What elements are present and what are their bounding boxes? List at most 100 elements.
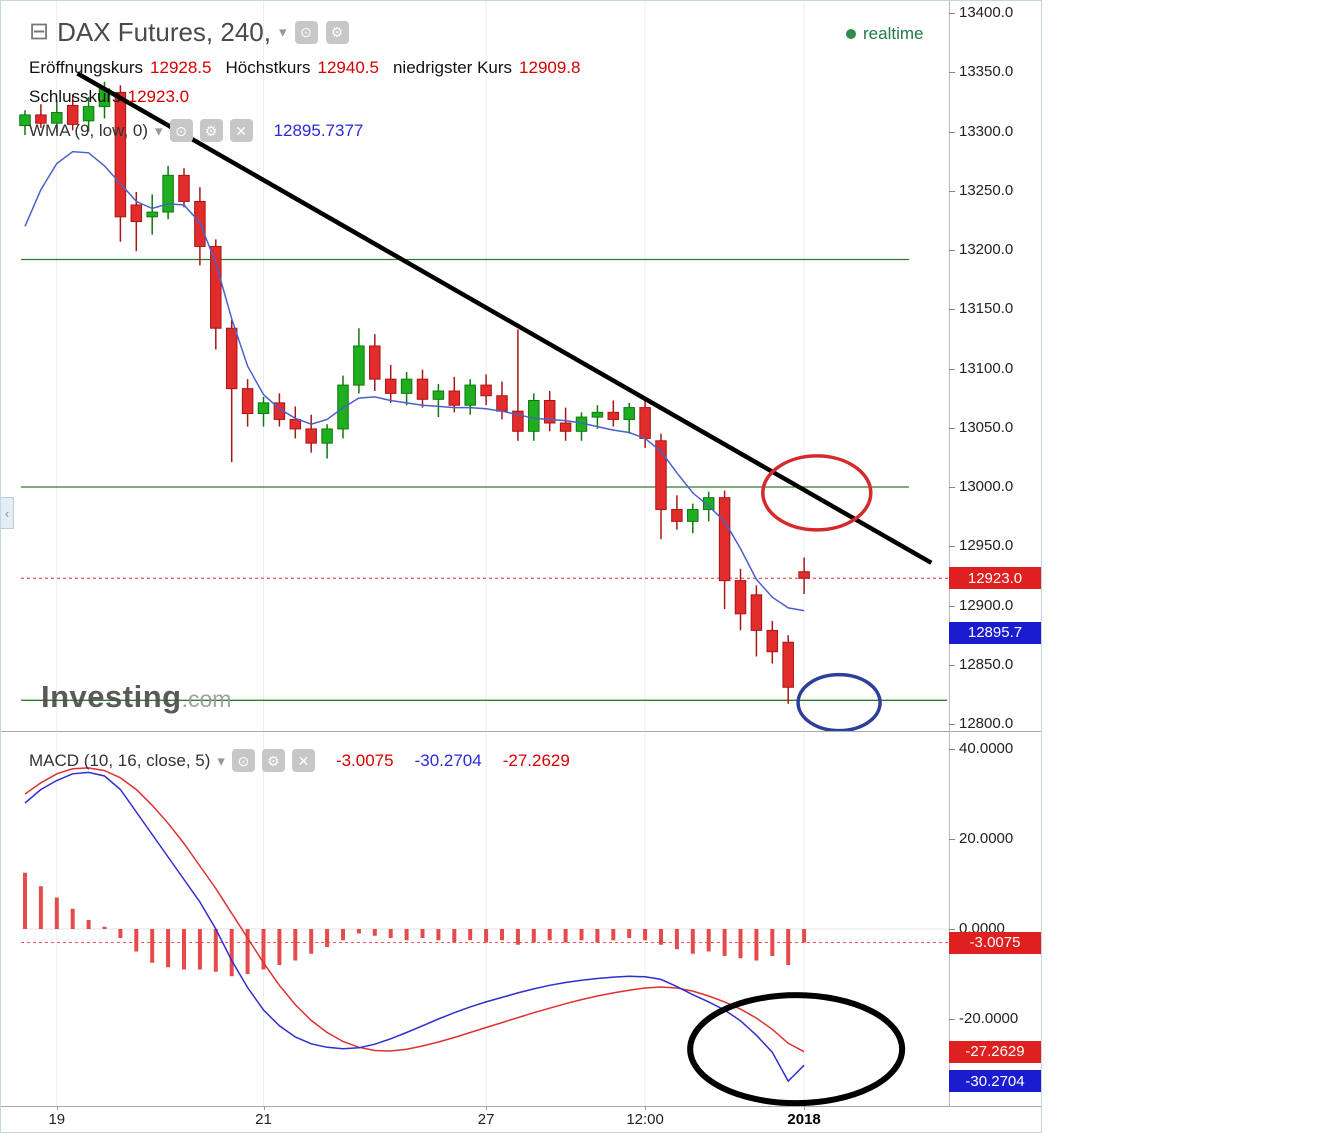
macd-visibility-toggle-icon[interactable]: ⊙ [231, 749, 255, 772]
candle-body [400, 378, 413, 394]
candle-body [702, 497, 715, 511]
macd-histogram-bar [182, 929, 186, 970]
candle-body [114, 91, 127, 218]
candle-body [416, 378, 429, 400]
macd-histogram-bar [595, 929, 600, 943]
macd-axis-label: 20.0000 [959, 830, 1014, 847]
macd-histogram-bar [372, 929, 377, 936]
chart-frame: 13400.0 13350.0 13300.0 13250.0 13200.0 13150… [0, 0, 1042, 1133]
macd-histogram-bar [86, 920, 91, 929]
sidebar-collapse-handle[interactable]: ‹ [1, 497, 14, 529]
macd-histogram-bar [309, 929, 314, 954]
price-badge: 12895.7 [949, 621, 1041, 644]
macd-line [24, 771, 805, 1083]
macd-indicator-chart[interactable] [1, 733, 949, 1106]
wma-remove-icon[interactable]: ✕ [229, 119, 253, 142]
candle-body [353, 345, 365, 386]
watermark-suffix: .com [181, 686, 232, 712]
candle-body [687, 509, 699, 522]
macd-histogram-bar [706, 929, 711, 952]
annotation-ellipse [796, 672, 882, 731]
wma-label[interactable]: WMA (9, low, 0) [29, 120, 149, 140]
macd-histogram-bar [134, 929, 139, 952]
pane-separator[interactable] [1, 731, 1041, 732]
chevron-down-icon[interactable]: ▾ [279, 24, 287, 41]
price-axis-label: 13150.0 [959, 300, 1014, 318]
macd-histogram-bar [452, 929, 457, 943]
macd-header: MACD (10, 16, close, 5) ▾ ⊙ ⚙ ✕ -3.0075 … [29, 749, 570, 772]
macd-axis-label: 0.0000 [959, 920, 1005, 937]
price-axis-label: 13200.0 [959, 241, 1014, 258]
macd-histogram-bar [770, 929, 775, 956]
macd-axis-label: 40.0000 [959, 740, 1014, 757]
macd-remove-icon[interactable]: ✕ [291, 749, 315, 772]
macd-histogram-bar [515, 929, 520, 945]
macd-histogram-bar [690, 929, 695, 954]
macd-badge: -30.2704 [949, 1070, 1041, 1093]
chart-title[interactable]: DAX Futures, 240, [57, 16, 271, 47]
macd-line-value: -30.2704 [414, 750, 482, 770]
candle-body [623, 407, 635, 420]
realtime-dot-icon [846, 29, 856, 39]
candle-body [289, 418, 302, 430]
candle-body [321, 428, 333, 444]
price-axis-label: 13050.0 [959, 418, 1014, 436]
wma-visibility-toggle-icon[interactable]: ⊙ [169, 119, 193, 142]
main-price-chart[interactable] [1, 1, 949, 731]
macd-histogram-bar [404, 929, 409, 941]
wma-settings-gear-icon[interactable]: ⚙ [199, 119, 223, 142]
macd-histogram-bar [531, 929, 536, 943]
close-value: 12923.0 [127, 87, 190, 106]
macd-histogram-bar [229, 929, 234, 977]
macd-histogram-bar [468, 929, 473, 941]
chart-header: ⊟ DAX Futures, 240, ▾ ⊙ ⚙ Eröffnungskurs… [29, 15, 594, 142]
wma-chevron-down-icon[interactable]: ▾ [155, 122, 163, 140]
candle-body [543, 399, 556, 424]
macd-histogram-bar [563, 929, 568, 943]
candle-body [241, 388, 254, 415]
low-value: 12909.8 [519, 58, 581, 77]
time-axis-separator [1, 1106, 1041, 1107]
macd-settings-gear-icon[interactable]: ⚙ [261, 749, 285, 772]
macd-histogram-bar [579, 929, 584, 941]
time-axis-label: 19 [48, 1111, 66, 1128]
annotation-ellipse [761, 454, 873, 532]
settings-gear-icon[interactable]: ⚙ [325, 20, 349, 44]
macd-signal-value: -27.2629 [502, 750, 570, 770]
macd-histogram-bar [436, 929, 441, 941]
candle-body [432, 390, 445, 400]
macd-histogram-bar [738, 929, 743, 959]
macd-chevron-down-icon[interactable]: ▾ [217, 752, 225, 770]
macd-signal-line [24, 767, 805, 1053]
candle-body [607, 411, 620, 420]
macd-histogram-bar [23, 872, 27, 929]
price-axis-label: 12950.0 [959, 537, 1014, 555]
investing-watermark: Investing.com [41, 679, 231, 715]
macd-histogram-bar [356, 929, 361, 934]
candle-body [19, 114, 31, 127]
price-axis-label: 13000.0 [959, 478, 1014, 495]
candle-body [51, 112, 63, 124]
visibility-toggle-icon[interactable]: ⊙ [294, 20, 318, 44]
realtime-status: realtime [846, 24, 923, 44]
annotation-ellipse [687, 992, 906, 1106]
macd-label[interactable]: MACD (10, 16, close, 5) [29, 750, 211, 770]
close-label: Schlusskurs [29, 87, 121, 106]
price-axis-label: 13250.0 [959, 181, 1014, 199]
candle-body [528, 399, 540, 432]
candle-body [655, 440, 667, 511]
macd-histogram-bar [802, 929, 807, 943]
candle-body [591, 411, 604, 418]
candle-body [798, 571, 810, 579]
trend-line [76, 71, 933, 565]
time-axis-label: 12:00 [626, 1111, 664, 1128]
high-label: Höchstkurs [225, 58, 311, 77]
price-axis-label: 12900.0 [959, 596, 1014, 614]
time-axis-label: 2018 [787, 1111, 821, 1128]
macd-histogram-bar [643, 929, 648, 941]
candle-body [512, 410, 524, 432]
macd-histogram-bar [659, 929, 663, 945]
candle-body [162, 174, 174, 213]
collapse-pane-icon[interactable]: ⊟ [29, 18, 50, 45]
